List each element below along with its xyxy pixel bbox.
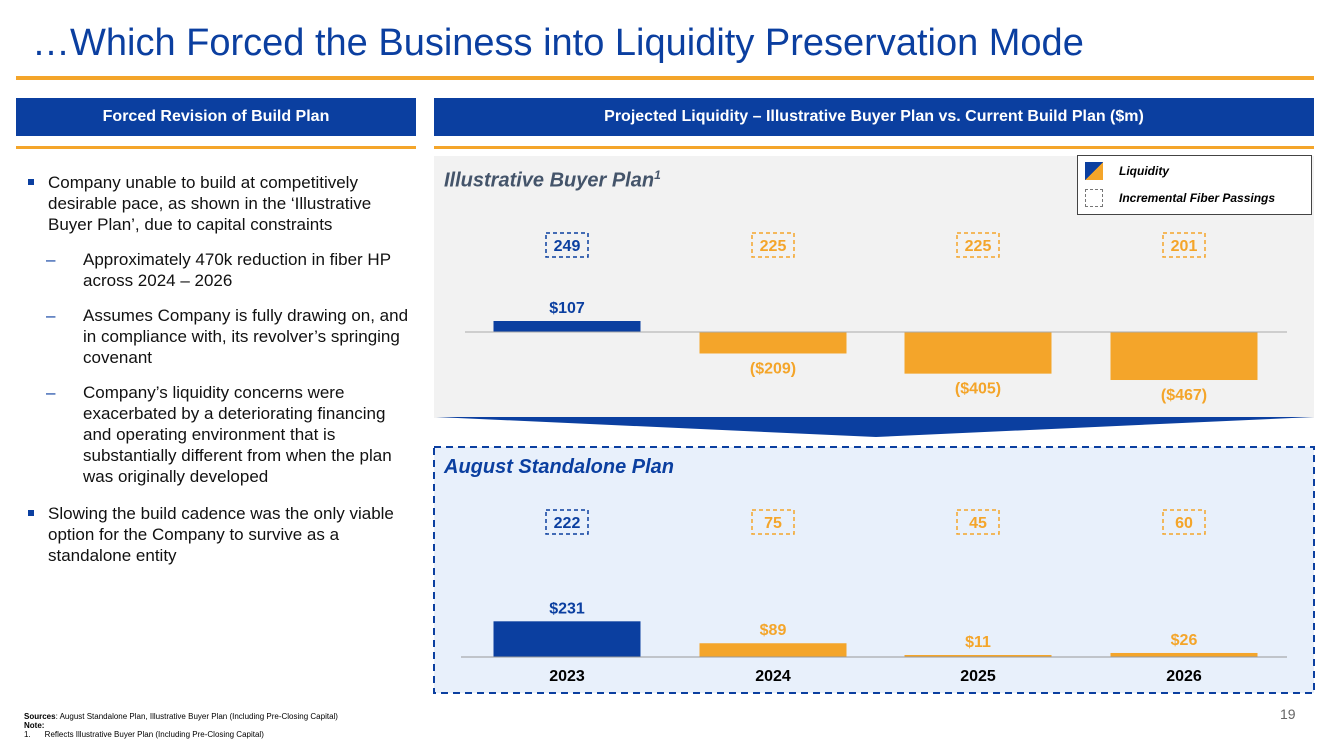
fiber-passings-box [956,509,1000,535]
liquidity-label: $231 [549,600,585,617]
dash-icon: – [46,250,56,269]
liquidity-label: $107 [549,300,585,317]
fiber-passings-label: 201 [1171,238,1198,255]
liquidity-label: $26 [1171,632,1198,649]
liquidity-bar [699,332,847,354]
fiber-passings-box [1162,232,1206,258]
liquidity-bar [1110,652,1258,657]
chart-legend: Liquidity Incremental Fiber Passings [1077,155,1312,215]
fiber-passings-label: 45 [969,515,987,532]
liquidity-label: ($209) [750,360,796,377]
liquidity-label: ($467) [1161,387,1207,404]
left-panel-header: Forced Revision of Build Plan [16,98,416,136]
buyer-plan-title: Illustrative Buyer Plan1 [444,168,661,192]
page-number: 19 [1280,706,1296,722]
dash-icon: – [46,306,56,325]
left-header-rule [16,146,416,149]
sub-bullet-item: – Assumes Company is fully drawing on, a… [46,306,409,367]
liquidity-label: ($405) [955,381,1001,398]
transition-arrow-icon [436,417,1314,437]
x-tick-label: 2023 [549,668,585,685]
sub-bullet-item: – Company’s liquidity concerns were exac… [46,383,392,486]
legend-item-liquidity: Liquidity [1085,162,1169,180]
liquidity-bar [904,332,1052,374]
fiber-swatch-icon [1085,189,1103,207]
bullet-square-icon [28,510,34,516]
fiber-passings-label: 225 [760,238,787,255]
liquidity-bar [904,655,1052,657]
fiber-passings-label: 222 [554,515,581,532]
page-title: …Which Forced the Business into Liquidit… [32,22,1084,64]
bullet-item: Company unable to build at competitively… [28,172,413,235]
x-tick-label: 2024 [755,668,791,685]
fiber-passings-label: 60 [1175,515,1193,532]
right-panel-header: Projected Liquidity – Illustrative Buyer… [434,98,1314,136]
liquidity-bar [699,643,847,657]
liquidity-bar [493,321,641,332]
sub-bullet-item: – Approximately 470k reduction in fiber … [46,250,391,290]
right-header-rule [434,146,1314,149]
x-tick-label: 2025 [960,668,996,685]
dash-icon: – [46,383,56,402]
bullet-square-icon [28,179,34,185]
fiber-passings-box [1162,509,1206,535]
liquidity-bar [1110,332,1258,381]
fiber-passings-label: 75 [764,515,782,532]
standalone-plan-title: August Standalone Plan [444,456,675,478]
fiber-passings-box [956,232,1000,258]
fiber-passings-label: 249 [554,238,581,255]
fiber-passings-label: 225 [965,238,992,255]
liquidity-label: $89 [760,622,787,639]
footnotes: Sources: August Standalone Plan, Illustr… [24,712,338,739]
bullet-item: Slowing the build cadence was the only v… [28,503,413,566]
fiber-passings-box [545,232,589,258]
fiber-passings-box [751,232,795,258]
liquidity-swatch-icon [1085,162,1103,180]
title-divider [16,76,1314,80]
liquidity-label: $11 [965,634,991,651]
x-tick-label: 2026 [1166,668,1202,685]
liquidity-bar [493,621,641,657]
bullet-list: Company unable to build at competitively… [28,172,413,580]
fiber-passings-box [751,509,795,535]
legend-item-fiber: Incremental Fiber Passings [1085,189,1275,207]
fiber-passings-box [545,509,589,535]
